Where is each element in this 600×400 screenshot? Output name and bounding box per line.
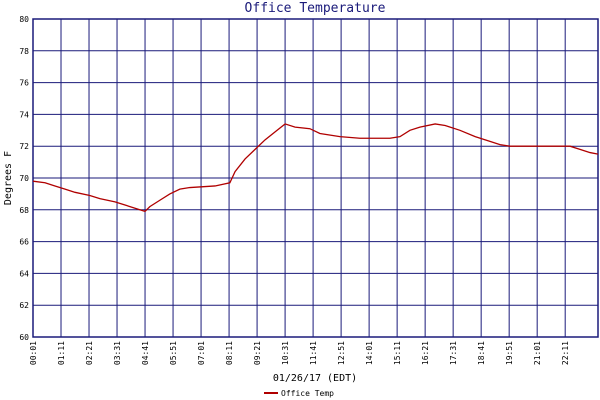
y-tick-label: 80 [19,15,29,24]
y-tick-label: 78 [19,47,29,56]
legend-label: Office Temp [281,389,334,398]
x-tick-label: 14:01 [365,341,374,365]
x-tick-label: 05:51 [169,341,178,365]
x-tick-label: 16:21 [421,341,430,365]
chart-title: Office Temperature [245,1,386,16]
x-axis-label: 01/26/17 (EDT) [273,373,357,384]
y-tick-label: 76 [19,79,29,88]
data-line [32,123,599,213]
x-tick-label: 22:11 [561,341,570,365]
y-tick-label: 74 [19,110,29,119]
y-tick-label: 72 [19,142,29,151]
y-tick-label: 64 [19,269,29,278]
y-tick-label: 68 [19,206,29,215]
x-tick-label: 09:21 [253,341,262,365]
x-tick-label: 12:51 [337,341,346,365]
y-tick-label: 60 [19,333,29,342]
x-tick-label: 17:31 [449,341,458,365]
plot-frame [32,18,599,338]
x-tick-label: 04:41 [141,341,150,365]
x-tick-label: 10:31 [281,341,290,365]
y-tick-label: 70 [19,174,29,183]
y-axis-label: Degrees F [3,151,14,205]
x-tick-label: 11:41 [309,341,318,365]
x-tick-label: 03:31 [113,341,122,365]
y-tick-label: 62 [19,301,29,310]
x-tick-label: 07:01 [197,341,206,365]
x-tick-label: 19:51 [505,341,514,365]
x-tick-label: 21:01 [533,341,542,365]
x-tick-label: 01:11 [57,341,66,365]
x-tick-label: 15:11 [393,341,402,365]
x-tick-label: 02:21 [85,341,94,365]
x-tick-label: 08:11 [225,341,234,365]
y-tick-label: 66 [19,238,29,247]
x-tick-label: 18:41 [477,341,486,365]
x-tick-label: 00:01 [29,341,38,365]
